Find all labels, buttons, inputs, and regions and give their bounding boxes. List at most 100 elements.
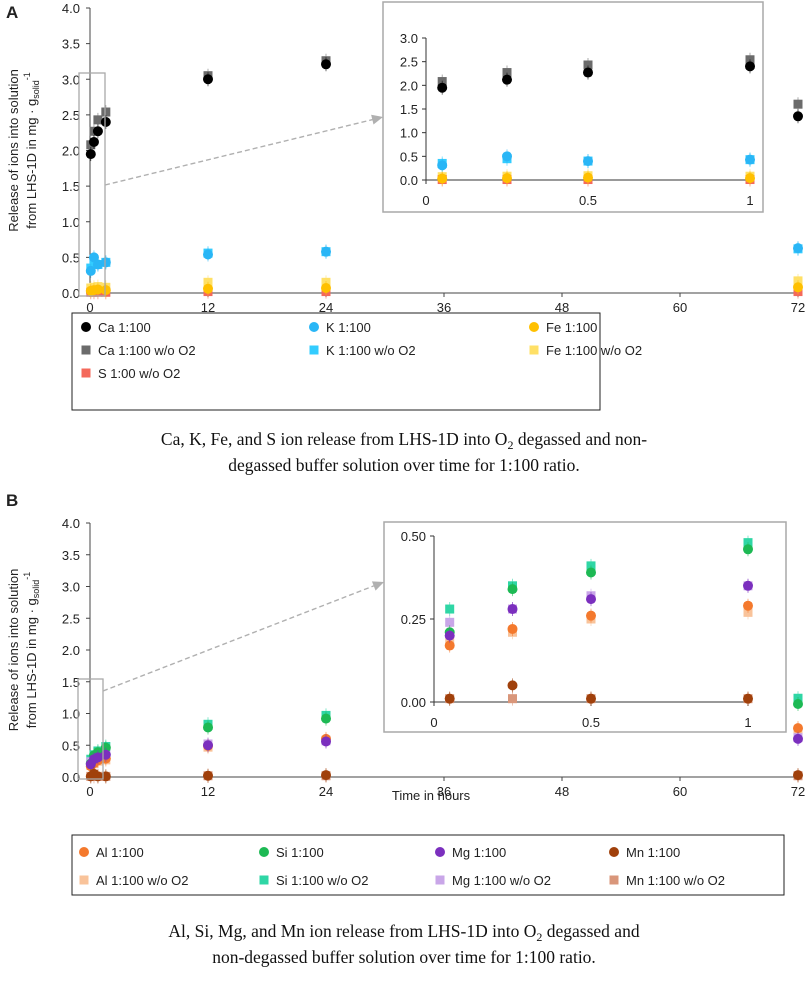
y-axis-units-text: from LHS-1D in mg · g <box>24 598 39 728</box>
legend-item: K 1:100 <box>309 320 371 335</box>
data-point <box>203 770 213 781</box>
legend-marker-circle <box>309 322 319 332</box>
inset-data-point <box>743 544 753 555</box>
data-point <box>321 736 331 747</box>
figure-caption-line2: degassed buffer solution over time for 1… <box>228 455 580 475</box>
zoom-region-box <box>77 678 104 780</box>
y-axis-label-units: from LHS-1D in mg · gsolid-1 <box>22 572 41 729</box>
data-point <box>92 126 103 137</box>
legend-item: Al 1:100 w/o O2 <box>79 873 189 888</box>
legend-item: Mn 1:100 w/o O2 <box>609 873 725 888</box>
inset-data-point <box>743 693 753 704</box>
y-axis-units-subscript: solid <box>31 580 41 599</box>
figure-caption-line2: non-degassed buffer solution over time f… <box>212 947 596 967</box>
data-point <box>321 283 331 294</box>
y-tick-label: 2.0 <box>62 643 80 658</box>
x-tick-label: 36 <box>437 784 451 799</box>
legend-marker-circle <box>609 847 619 857</box>
legend-item: K 1:100 w/o O2 <box>309 343 416 358</box>
y-tick-label: 3.0 <box>62 580 80 595</box>
figure-caption-line1: Ca, K, Fe, and S ion release from LHS-1D… <box>161 429 647 452</box>
legend-label: Ca 1:100 w/o O2 <box>98 343 196 358</box>
legend-label: Fe 1:100 <box>546 320 597 335</box>
panel-label: A <box>6 3 18 22</box>
legend-label: Si 1:100 w/o O2 <box>276 873 369 888</box>
legend-item: Ca 1:100 w/o O2 <box>81 343 196 358</box>
inset-data-point <box>745 173 755 184</box>
y-axis-label: Release of ions into solution <box>6 569 21 732</box>
y-axis-label-units: from LHS-1D in mg · gsolid-1 <box>22 72 41 229</box>
data-point <box>203 249 213 260</box>
data-point <box>793 723 803 734</box>
legend-item: Al 1:100 <box>79 845 144 860</box>
caption-subscript: 2 <box>536 930 542 944</box>
inset-data-point <box>502 74 512 85</box>
legend-marker-circle <box>259 847 269 857</box>
inset-x-tick-label: 0.5 <box>582 715 600 730</box>
legend-marker-square <box>81 368 91 378</box>
x-tick-label: 0 <box>86 300 93 315</box>
x-tick-label: 24 <box>319 784 333 799</box>
inset-y-tick-label: 1.0 <box>400 126 418 141</box>
data-point <box>793 733 803 744</box>
caption-text: Al, Si, Mg, and Mn ion release from LHS-… <box>168 921 536 941</box>
legend-label: Al 1:100 w/o O2 <box>96 873 189 888</box>
inset-data-point <box>502 68 512 78</box>
inset-data-point <box>583 67 593 78</box>
inset-data-point <box>502 151 512 162</box>
legend-marker-circle <box>529 322 539 332</box>
legend-marker-square <box>609 875 619 885</box>
y-tick-label: 0.0 <box>62 286 80 301</box>
zoom-arrow-head <box>371 114 383 125</box>
inset-data-point <box>437 82 448 93</box>
y-tick-label: 2.0 <box>62 144 80 159</box>
caption-text: degassed and <box>542 921 639 941</box>
inset-y-tick-label: 0.5 <box>400 149 418 164</box>
data-point <box>203 74 213 85</box>
inset-data-point <box>586 594 596 605</box>
data-point <box>321 713 331 724</box>
legend-item: Mn 1:100 <box>609 845 680 860</box>
legend-item: Mg 1:100 <box>435 845 506 860</box>
data-point <box>793 243 803 254</box>
legend-label: Mg 1:100 w/o O2 <box>452 873 551 888</box>
y-tick-label: 0.5 <box>62 250 80 265</box>
x-tick-label: 12 <box>201 300 215 315</box>
x-axis-label: Time in hours <box>392 788 471 803</box>
data-point <box>88 136 99 147</box>
legend-marker-square <box>529 345 539 355</box>
data-point <box>203 283 213 294</box>
legend-marker-square <box>309 345 319 355</box>
zoom-arrow <box>104 118 376 186</box>
data-point <box>321 59 331 70</box>
y-tick-label: 1.0 <box>62 707 80 722</box>
chart-panel-A: A0.00.51.01.52.02.53.03.54.00 12 24 36 48 60 7… <box>6 1 805 475</box>
legend-item: Mg 1:100 w/o O2 <box>435 873 551 888</box>
legend-label: Mn 1:100 w/o O2 <box>626 873 725 888</box>
data-point <box>92 259 103 270</box>
inset-data-point <box>586 693 596 704</box>
data-point <box>321 770 331 781</box>
inset-y-tick-label: 0.00 <box>401 695 426 710</box>
x-tick-label: 48 <box>555 300 569 315</box>
inset-chart: 0.0 0.5 1.0 1.5 2.0 2.5 3.0 0 0.5 1 <box>382 1 764 213</box>
data-point <box>203 740 213 751</box>
data-point <box>93 115 103 125</box>
x-tick-label: 0 <box>86 784 93 799</box>
x-tick-label: 60 <box>673 300 687 315</box>
inset-data-point <box>583 172 593 183</box>
legend-label: S 1:00 w/o O2 <box>98 366 180 381</box>
x-tick-label: 48 <box>555 784 569 799</box>
inset-data-point <box>508 694 517 704</box>
inset-data-point <box>444 693 455 704</box>
legend-label: K 1:100 w/o O2 <box>326 343 416 358</box>
inset-y-tick-label: 0.50 <box>401 529 426 544</box>
inset-x-tick-label: 0 <box>422 193 429 208</box>
x-tick-label: 24 <box>319 300 333 315</box>
legend-item: Ca 1:100 <box>81 320 151 335</box>
inset-y-tick-label: 0.0 <box>400 173 418 188</box>
legend: Al 1:100 Si 1:100 Mg 1:100 Mn 1:100 Al 1:100… <box>71 834 785 896</box>
data-point <box>203 722 213 733</box>
legend-frame <box>71 834 785 896</box>
legend-label: Si 1:100 <box>276 845 324 860</box>
